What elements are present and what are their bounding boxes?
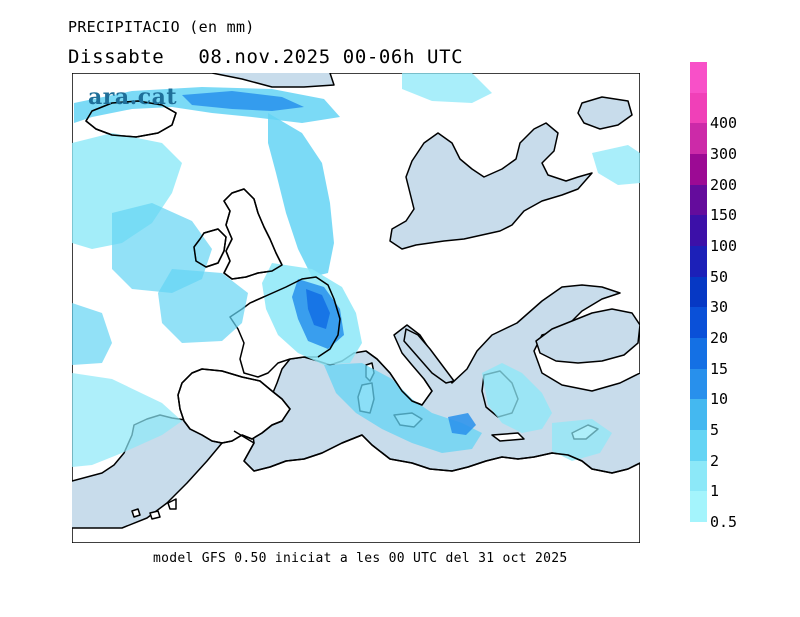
forecast-date-time: 08.nov.2025 00-06h UTC xyxy=(198,46,464,68)
ara-cat-logo: ara.cat xyxy=(88,84,178,110)
legend-label: 150 xyxy=(710,206,738,225)
iceland-coast xyxy=(85,100,177,138)
precip-iceland-core xyxy=(182,91,304,111)
legend-label: 400 xyxy=(710,114,738,133)
france-coast xyxy=(249,276,341,358)
legend-label: 200 xyxy=(710,175,738,194)
legend-swatch xyxy=(690,338,707,369)
adriatic-sea xyxy=(403,328,455,384)
legend-swatch xyxy=(690,491,707,522)
legend-label: 0.5 xyxy=(710,513,738,531)
legend-swatch xyxy=(690,460,707,492)
canary-islands-land xyxy=(131,498,177,520)
great-britain-coast xyxy=(223,188,283,280)
precip-atlantic-north xyxy=(72,133,182,249)
precipitation-legend: 0.5 1 2 5 10 15 20 30 50 100 150 200 300 400 xyxy=(690,62,760,531)
crete-land xyxy=(491,432,525,442)
legend-label: 15 xyxy=(710,359,729,378)
precipitation-overlay xyxy=(72,73,640,467)
legend-swatch xyxy=(690,62,707,93)
precip-eastern-med xyxy=(482,363,552,433)
precip-atlantic-west xyxy=(72,303,112,365)
baltic-sea xyxy=(389,122,593,250)
legend-swatch xyxy=(690,184,707,216)
precip-levant xyxy=(552,419,612,461)
legend-swatch xyxy=(690,368,707,400)
precip-russia xyxy=(592,145,640,185)
legend-label: 20 xyxy=(710,329,729,347)
precipitation-map xyxy=(72,73,640,543)
forecast-day: Dissabte xyxy=(68,46,165,68)
legend-swatch xyxy=(690,276,707,308)
legend-label: 2 xyxy=(710,451,720,470)
precip-ionian xyxy=(448,413,476,435)
legend-label: 10 xyxy=(710,390,729,409)
legend-label: 300 xyxy=(710,145,738,163)
map-canvas xyxy=(72,73,640,543)
legend-swatch xyxy=(690,154,707,185)
legend-swatch xyxy=(690,215,707,246)
legend-label: 5 xyxy=(710,421,720,439)
legend-label: 100 xyxy=(710,237,738,255)
legend-label: 30 xyxy=(710,298,729,317)
legend-swatch xyxy=(690,246,707,277)
legend-swatch xyxy=(690,399,707,430)
precip-arctic xyxy=(402,73,492,103)
legend-swatch xyxy=(690,92,707,124)
italy-coast xyxy=(365,350,433,406)
forecast-date: Dissabte 08.nov.2025 00-06h UTC xyxy=(68,46,463,68)
precip-front-france-max xyxy=(306,289,330,329)
legend-swatch xyxy=(690,123,707,154)
precip-mediterranean xyxy=(324,363,482,453)
precip-biscay xyxy=(158,269,248,343)
precip-atlantic-south xyxy=(72,373,182,467)
north-africa-coast xyxy=(233,430,640,474)
legend-label: 1 xyxy=(710,482,720,501)
chart-title: PRECIPITACIO (en mm) xyxy=(68,18,255,36)
legend-swatch xyxy=(690,307,707,338)
precip-front-north xyxy=(268,113,334,277)
model-info: model GFS 0.50 iniciat a les 00 UTC del … xyxy=(153,551,568,566)
ireland-coast xyxy=(193,228,227,268)
white-sea xyxy=(577,96,633,130)
legend-swatch xyxy=(690,430,707,461)
black-sea xyxy=(535,308,640,364)
coastlines xyxy=(85,100,640,474)
legend-label: 50 xyxy=(710,267,729,286)
